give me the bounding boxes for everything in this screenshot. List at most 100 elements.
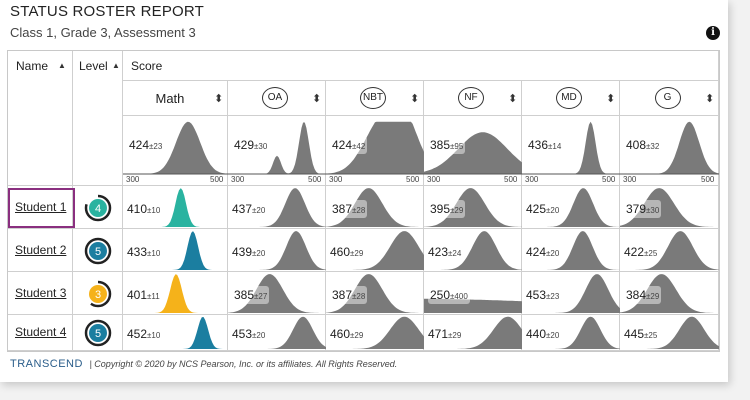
- score-margin: ±29: [350, 248, 364, 258]
- student-score-cell: 445±25: [620, 315, 719, 351]
- column-label-oa[interactable]: OA: [262, 87, 288, 109]
- sort-asc-icon[interactable]: ▲: [58, 61, 66, 70]
- density-area: [522, 231, 620, 270]
- student-score-value: 439±20: [232, 243, 265, 261]
- score-distribution: [228, 188, 326, 227]
- score-margin: ±14: [548, 142, 562, 151]
- score-distribution: [620, 316, 719, 349]
- sort-toggle-icon[interactable]: ⬍: [214, 93, 224, 105]
- student-score-value: 452±10: [127, 325, 160, 343]
- score-distribution: [228, 231, 326, 270]
- score-number: 384: [626, 287, 647, 302]
- sort-toggle-icon[interactable]: ⬍: [705, 93, 715, 105]
- level-fill: [89, 198, 107, 217]
- score-margin: ±11: [147, 291, 160, 301]
- student-link[interactable]: Student 3: [15, 285, 67, 300]
- score-margin: ±23: [149, 142, 163, 151]
- score-number: 379: [626, 201, 647, 216]
- class-distribution-md: 436±14 300 500: [522, 116, 620, 186]
- score-margin: ±25: [644, 248, 658, 258]
- sort-toggle-icon[interactable]: ⬍: [410, 93, 420, 105]
- axis-max-label: 500: [210, 175, 224, 184]
- column-header-math: Math ⬍: [123, 81, 228, 116]
- class-distribution-chart: [522, 121, 620, 175]
- score-number: 436: [528, 138, 549, 152]
- student-score-value: 440±20: [526, 325, 559, 343]
- score-number: 445: [624, 327, 645, 341]
- student-score-value: 387±28: [330, 285, 368, 304]
- score-header-cell: Score: [123, 51, 719, 81]
- density-area: [424, 316, 522, 349]
- column-header-g: G ⬍: [620, 81, 719, 116]
- class-score-value: 429±30: [232, 136, 270, 154]
- student-link[interactable]: Student 2: [15, 242, 67, 257]
- score-number: 408: [626, 138, 647, 152]
- axis-max-label: 500: [602, 175, 616, 184]
- student-link[interactable]: Student 4: [15, 325, 67, 339]
- student-score-value: 250±400: [428, 285, 470, 304]
- level-ring-gap: [84, 279, 99, 305]
- score-number: 471: [428, 327, 449, 341]
- class-distribution-nbt: 424±42 300 500: [326, 116, 424, 186]
- class-distribution-nf: 385±95 300 500: [424, 116, 522, 186]
- score-number: 387: [332, 201, 353, 216]
- column-header-oa: OA ⬍: [228, 81, 326, 116]
- column-header-nbt: NBT ⬍: [326, 81, 424, 116]
- score-margin: ±25: [644, 331, 658, 340]
- student-score-value: 379±30: [624, 199, 662, 218]
- column-label-nf[interactable]: NF: [458, 87, 484, 109]
- sort-toggle-icon[interactable]: ⬍: [508, 93, 518, 105]
- density-area: [522, 316, 620, 349]
- score-margin: ±29: [350, 331, 364, 340]
- density-area: [424, 298, 522, 313]
- score-distribution: [326, 274, 424, 313]
- score-margin: ±20: [546, 205, 560, 215]
- student-score-cell: 439±20: [228, 229, 326, 272]
- report-card: STATUS ROSTER REPORT Class 1, Grade 3, A…: [0, 0, 728, 382]
- score-header: Score: [131, 59, 163, 73]
- score-margin: ±10: [147, 248, 161, 258]
- student-link[interactable]: Student 1: [15, 199, 67, 214]
- student-score-value: 471±29: [428, 325, 461, 343]
- column-label-math[interactable]: Math: [155, 91, 185, 106]
- score-distribution: [123, 188, 228, 227]
- report-title: STATUS ROSTER REPORT: [10, 3, 205, 20]
- student-level-cell: 5: [73, 229, 123, 272]
- score-number: 453: [526, 287, 547, 302]
- score-distribution: [424, 188, 522, 227]
- class-distribution-g: 408±32 300 500: [620, 116, 719, 186]
- sort-toggle-icon[interactable]: ⬍: [312, 93, 322, 105]
- column-label-md[interactable]: MD: [556, 87, 582, 109]
- score-number: 460: [330, 327, 351, 341]
- score-number: 395: [430, 201, 451, 216]
- axis-min-label: 300: [231, 175, 245, 184]
- score-number: 452: [127, 327, 148, 341]
- score-margin: ±29: [450, 205, 464, 215]
- axis-min-label: 300: [329, 175, 343, 184]
- level-ring-gap: [84, 193, 99, 205]
- score-number: 422: [624, 244, 645, 259]
- info-icon[interactable]: i: [706, 26, 720, 40]
- student-score-value: 453±20: [232, 325, 265, 343]
- student-score-cell: 384±29: [620, 272, 719, 315]
- column-label-g[interactable]: G: [654, 87, 681, 109]
- sort-toggle-icon[interactable]: ⬍: [606, 93, 616, 105]
- column-label-nbt[interactable]: NBT: [360, 87, 386, 109]
- score-margin: ±20: [252, 331, 266, 340]
- class-score-value: 424±42: [330, 136, 368, 154]
- student-name-cell: Student 1: [8, 186, 75, 229]
- axis-min-label: 300: [126, 175, 140, 184]
- level-badge: 5: [84, 319, 112, 347]
- copyright-text: | Copyright © 2020 by NCS Pearson, Inc. …: [89, 359, 398, 369]
- score-distribution: [123, 317, 228, 349]
- score-distribution: [620, 188, 719, 227]
- score-number: 424: [332, 138, 353, 152]
- density-area: [424, 231, 522, 270]
- student-name-cell: Student 2: [8, 229, 73, 272]
- score-margin: ±400: [450, 291, 468, 301]
- score-number: 250: [430, 287, 451, 302]
- axis-min-label: 300: [427, 175, 441, 184]
- density-area: [620, 274, 719, 313]
- score-margin: ±10: [147, 205, 161, 215]
- sort-asc-icon[interactable]: ▲: [112, 61, 120, 70]
